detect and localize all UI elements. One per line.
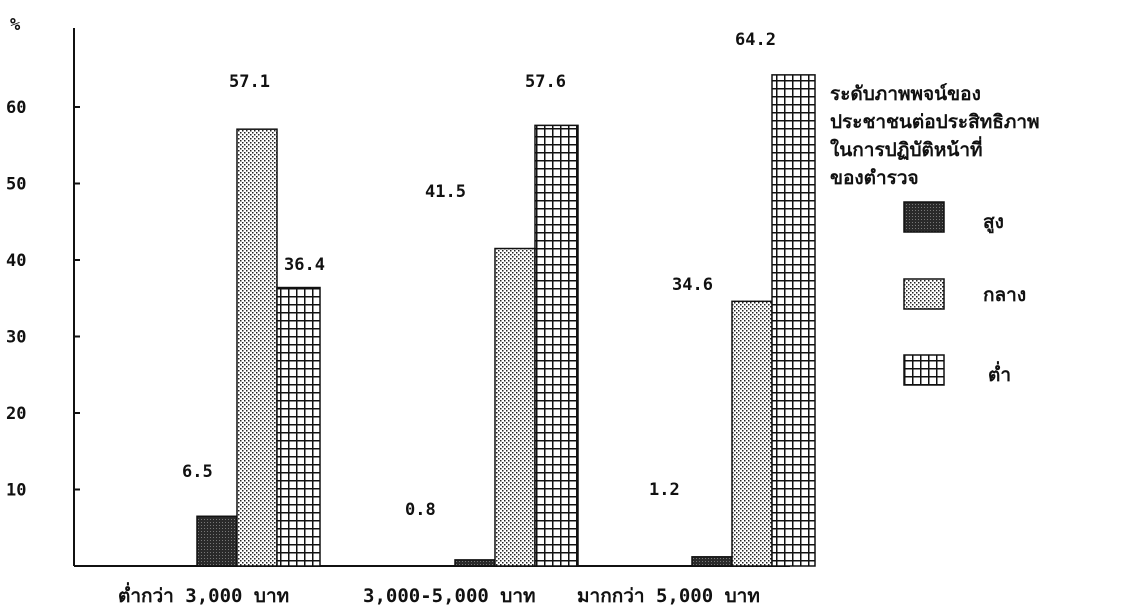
value-label: 41.5: [425, 182, 466, 202]
value-label: 0.8: [405, 500, 436, 520]
legend-label-low: ต่ำ: [988, 361, 1011, 386]
legend-swatch-low: [903, 354, 945, 386]
value-label: 34.6: [672, 275, 713, 295]
value-label: 57.6: [525, 72, 566, 92]
bar-medium: [494, 247, 536, 567]
bar-medium: [236, 128, 278, 567]
bar-low: [771, 74, 816, 567]
value-label: 64.2: [735, 30, 776, 50]
y-tick-label: 30: [6, 328, 26, 348]
y-tick-label: 60: [6, 98, 26, 118]
legend-swatch-high: [903, 201, 945, 233]
y-tick-label: 10: [6, 481, 26, 501]
bar-low: [276, 286, 321, 567]
value-label: 1.2: [649, 480, 680, 500]
bar-low: [534, 124, 579, 567]
legend: ระดับภาพพจน์ของ ประชาชนต่อประสิทธิภาพ ใน…: [830, 83, 1040, 386]
value-label: 36.4: [284, 255, 325, 275]
bar-high: [196, 515, 238, 567]
legend-swatch-medium: [903, 278, 945, 310]
legend-label-medium: กลาง: [983, 284, 1026, 306]
category-label: ต่ำกว่า 3,000 บาท: [118, 582, 289, 607]
legend-title-line-2: ประชาชนต่อประสิทธิภาพ: [830, 111, 1040, 133]
bar-high: [691, 556, 733, 567]
category-labels: ต่ำกว่า 3,000 บาท 3,000-5,000 บาท มากกว่า …: [118, 582, 760, 607]
y-ticks: 10 20 30 40 50 60: [6, 98, 80, 501]
category-label: 3,000-5,000 บาท: [363, 585, 536, 607]
legend-title-line-1: ระดับภาพพจน์ของ: [830, 83, 981, 105]
value-label: 57.1: [229, 72, 270, 92]
legend-label-high: สูง: [983, 211, 1004, 234]
y-tick-label: 50: [6, 175, 26, 195]
legend-title-line-4: ของตำรวจ: [830, 167, 919, 189]
y-tick-label: 40: [6, 251, 26, 271]
bar-high: [454, 559, 496, 567]
value-labels: 6.5 57.1 36.4 0.8 41.5 57.6 1.2 34.6 64.2: [182, 30, 776, 520]
y-axis-label: %: [10, 15, 21, 35]
axes: %: [10, 15, 790, 567]
bar-medium: [731, 300, 773, 567]
y-tick-label: 20: [6, 404, 26, 424]
category-label: มากกว่า 5,000 บาท: [577, 585, 760, 607]
bars: [196, 74, 816, 567]
legend-title-line-3: ในการปฏิบัติหน้าที่: [830, 136, 983, 161]
value-label: 6.5: [182, 462, 213, 482]
